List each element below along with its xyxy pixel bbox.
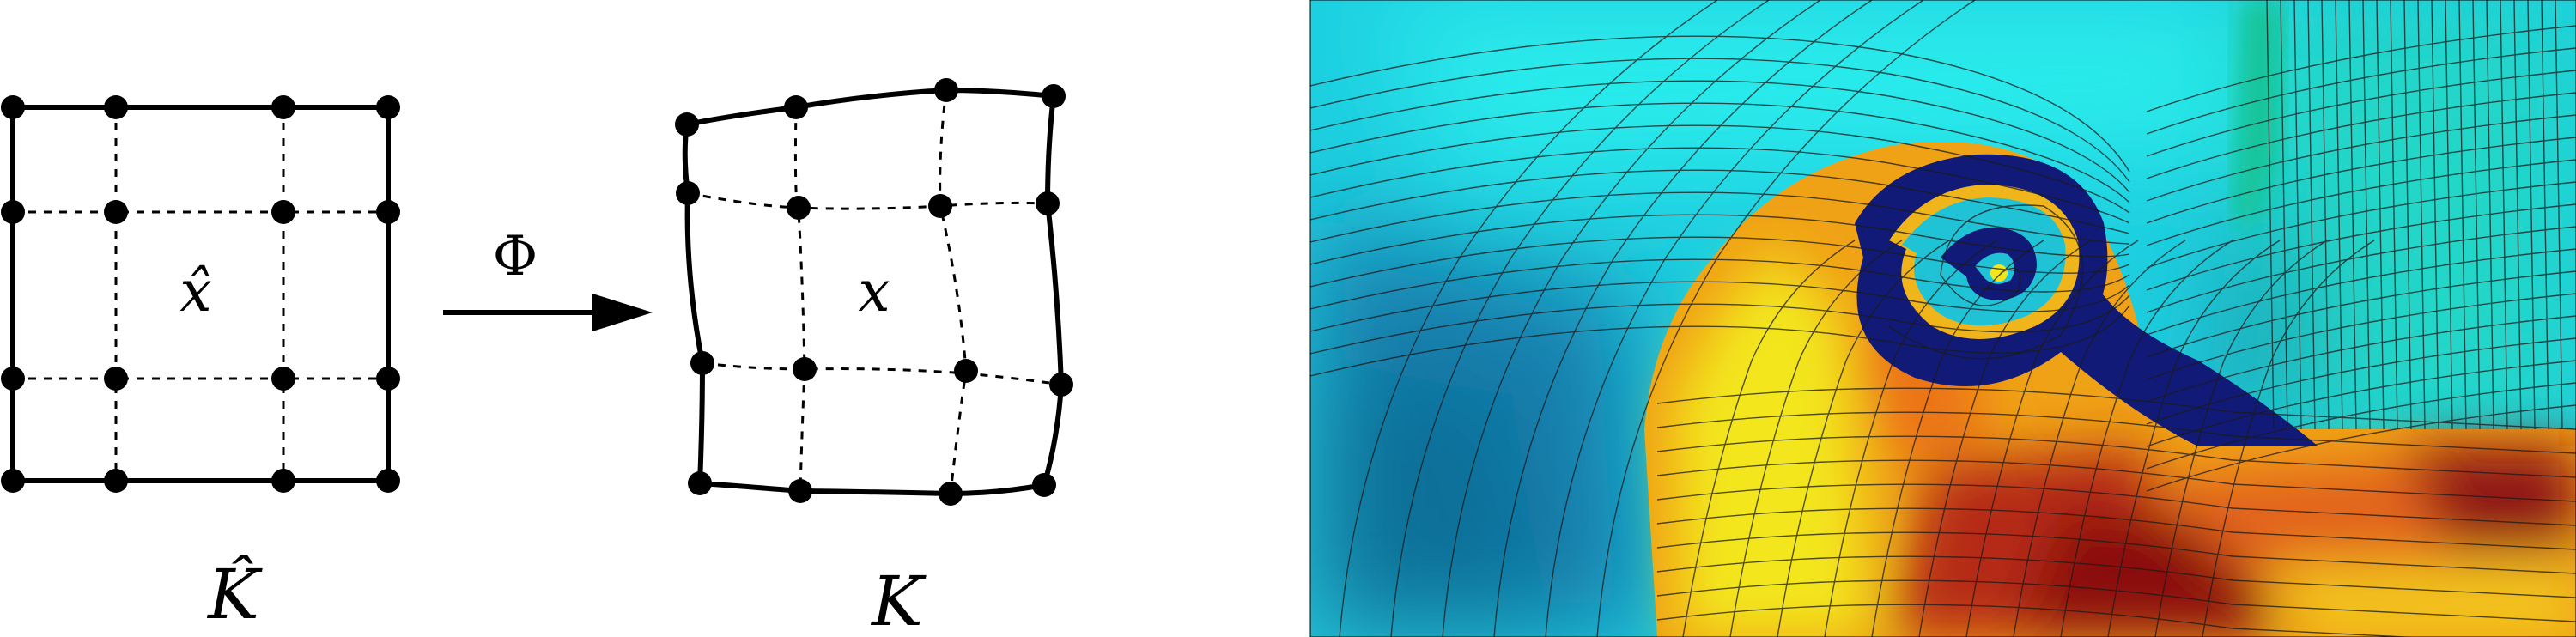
physical-node-12: [688, 471, 712, 495]
reference-node-15: [376, 469, 400, 493]
physical-node-2: [934, 78, 958, 102]
reference-node-10: [271, 367, 295, 391]
reference-node-9: [104, 367, 128, 391]
physical-node-3: [1042, 84, 1066, 108]
reference-node-12: [1, 469, 25, 493]
reference-element: x̂ K̂: [1, 95, 400, 634]
reference-node-0: [1, 95, 25, 119]
simulation-visualization: [1310, 0, 2576, 637]
reference-node-7: [376, 200, 400, 224]
reference-node-2: [271, 95, 295, 119]
physical-node-7: [1036, 191, 1060, 215]
reference-node-14: [271, 469, 295, 493]
reference-node-5: [104, 200, 128, 224]
physical-node-5: [787, 196, 811, 220]
physical-node-14: [939, 482, 963, 506]
physical-node-10: [954, 359, 978, 383]
reference-node-11: [376, 367, 400, 391]
physical-node-8: [690, 351, 714, 375]
physical-node-6: [928, 194, 952, 218]
physical-node-9: [793, 357, 817, 381]
physical-element-label: K: [870, 561, 927, 637]
reference-element-label: K̂: [206, 553, 263, 634]
reference-point-label: x̂: [179, 258, 211, 325]
physical-node-4: [676, 181, 700, 205]
physical-node-0: [675, 112, 699, 136]
physical-node-1: [784, 95, 808, 119]
physical-element: x K: [675, 78, 1073, 637]
mapping-arrow: Φ: [443, 225, 653, 331]
physical-point-label: x: [858, 258, 890, 325]
reference-node-8: [1, 367, 25, 391]
reference-node-1: [104, 95, 128, 119]
reference-node-4: [1, 200, 25, 224]
reference-node-3: [376, 95, 400, 119]
map-label: Φ: [493, 225, 538, 288]
physical-node-13: [788, 479, 812, 503]
arrow-head: [592, 294, 653, 331]
physical-node-11: [1049, 373, 1073, 397]
physical-node-15: [1032, 473, 1056, 497]
reference-node-6: [271, 200, 295, 224]
reference-node-13: [104, 469, 128, 493]
